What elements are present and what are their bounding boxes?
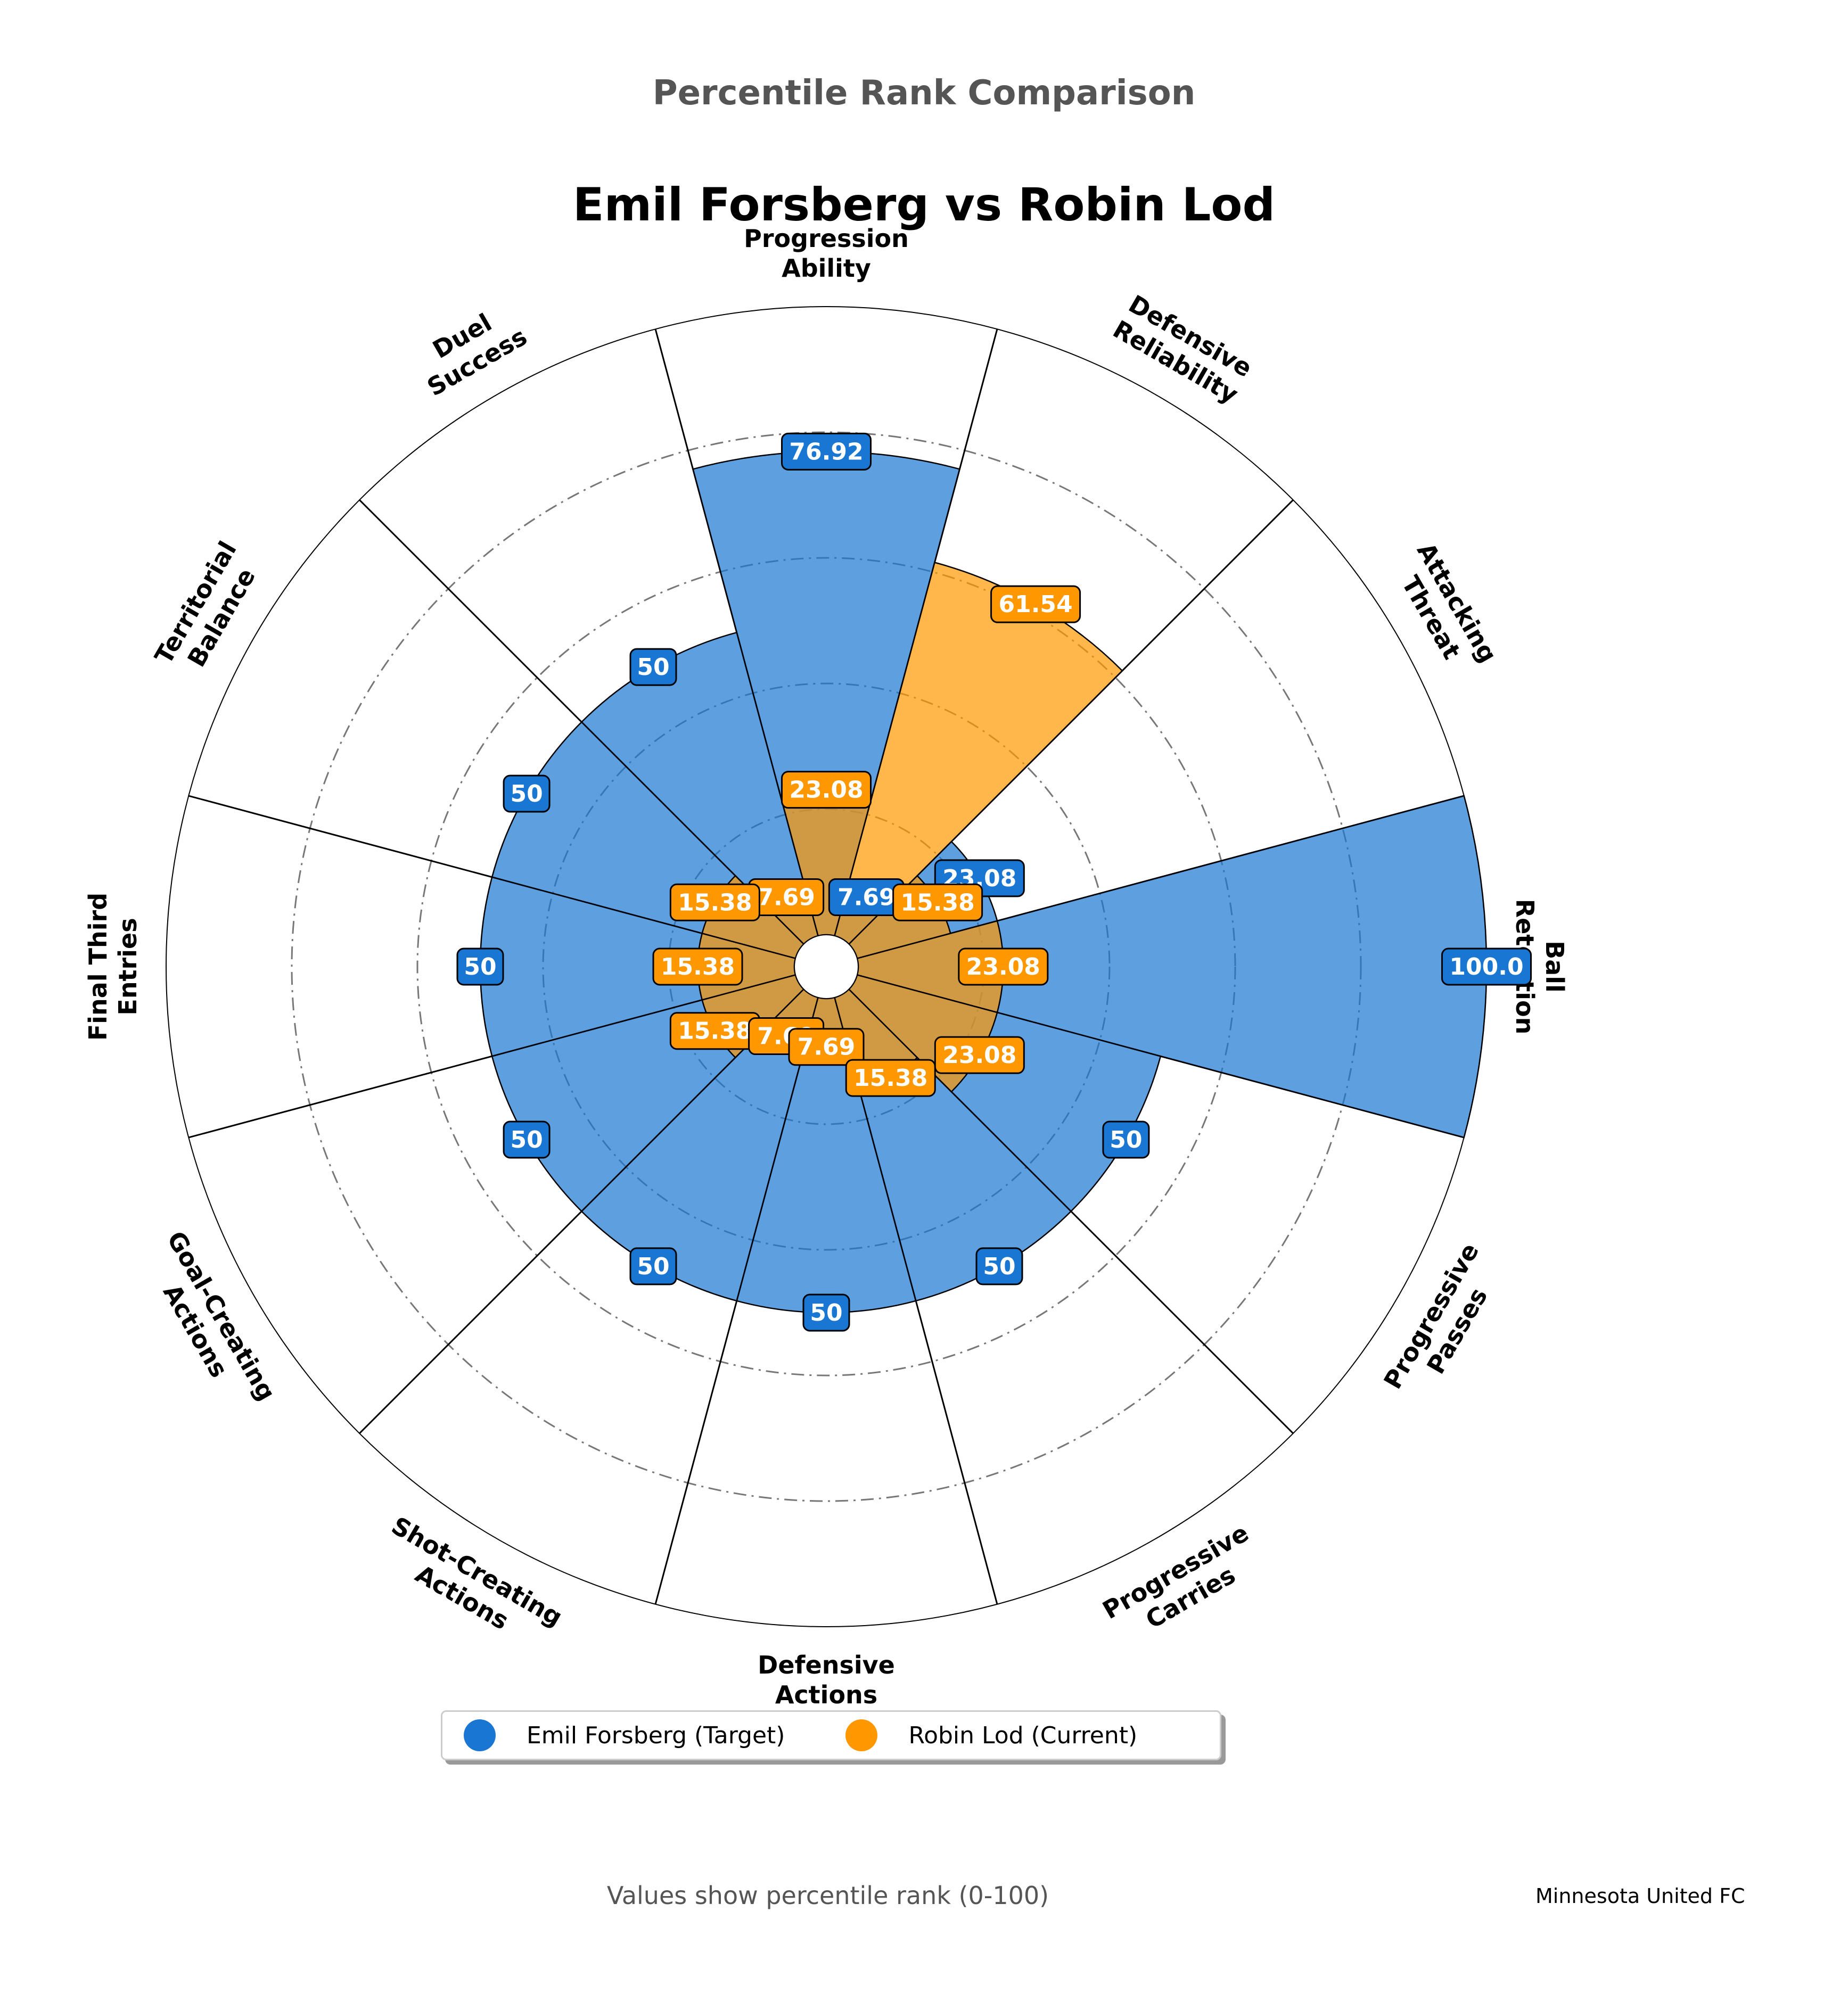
value-label-box: [975, 1247, 1023, 1286]
value-label-box: [629, 648, 677, 686]
category-label-progression-ability: Progression Ability: [744, 224, 909, 283]
chart-title: Emil Forsberg vs Robin Lod: [572, 178, 1276, 232]
legend-item-current: Robin Lod (Current): [845, 1719, 1137, 1751]
target-bar-value-label: 50: [629, 648, 677, 686]
center-circle: [794, 934, 859, 999]
target-bar-value-label: 50: [456, 947, 504, 986]
target-bar-value-label: 50: [802, 1293, 850, 1332]
category-label-attacking-threat: AttackingThreat: [1385, 538, 1502, 682]
target-bar-value-label: 50: [1102, 1120, 1150, 1159]
legend: Emil Forsberg (Target) Robin Lod (Curren…: [441, 1710, 1221, 1760]
footer-team: Minnesota United FC: [1535, 1884, 1745, 1908]
value-label-box: [503, 774, 551, 813]
target-bar-value-label: 50: [503, 1120, 551, 1159]
target-bar-value-label: 100.0: [1441, 947, 1532, 986]
value-label-box: [990, 585, 1081, 623]
value-label-text: 7.69: [837, 884, 896, 911]
current-bar-value-label: 23.08: [958, 947, 1049, 986]
value-label-text: 7.69: [757, 884, 815, 911]
value-label-text: 50: [983, 1253, 1015, 1280]
legend-current-marker: [845, 1719, 878, 1751]
value-label-box: [781, 432, 872, 471]
value-label-text: 23.08: [942, 1042, 1016, 1069]
value-label-box: [503, 1120, 551, 1159]
value-label-box: [456, 947, 504, 986]
category-label-goal-creating-actions: Goal-CreatingActions: [136, 1226, 282, 1421]
current-bar-value-label: 15.38: [669, 883, 760, 921]
target-bar-value-label: 50: [975, 1247, 1023, 1286]
chart-suptitle: Percentile Rank Comparison: [652, 73, 1196, 113]
value-label-text: 76.92: [789, 438, 863, 465]
value-label-text: 15.38: [901, 889, 975, 916]
category-label-final-third-entries: Final ThirdEntries: [84, 893, 142, 1041]
value-label-text: 50: [464, 953, 496, 980]
value-label-box: [781, 771, 872, 809]
value-label-box: [845, 1059, 936, 1097]
value-label-text: 15.38: [678, 1018, 752, 1045]
value-label-text: 100.0: [1449, 953, 1523, 980]
current-bar-value-label: 15.38: [892, 883, 983, 921]
current-bar-value-label: 61.54: [990, 585, 1081, 623]
value-label-text: 61.54: [998, 591, 1072, 618]
value-label-text: 23.08: [789, 777, 863, 804]
category-label-defensive-reliability: DefensiveReliability: [1108, 289, 1258, 409]
value-label-box: [652, 947, 743, 986]
category-label-progressive-carries: ProgressiveCarries: [1098, 1518, 1268, 1651]
category-label-territorial-balance: TerritorialBalance: [149, 536, 268, 683]
value-labels: 100.0 23.08 7.69 76.92 50 50 50 50 50 50 50 50 23.08…: [456, 432, 1532, 1332]
value-label-box: [788, 1028, 865, 1066]
value-label-text: 50: [810, 1299, 842, 1326]
value-label-box: [629, 1247, 677, 1286]
value-label-box: [958, 947, 1049, 986]
legend-item-target: Emil Forsberg (Target): [464, 1719, 785, 1751]
value-label-box: [892, 883, 983, 921]
current-bar-value-label: 15.38: [845, 1059, 936, 1097]
target-bar-value-label: 50: [629, 1247, 677, 1286]
category-label-progressive-passes: ProgressivePasses: [1378, 1238, 1510, 1408]
target-bar-value-label: 50: [503, 774, 551, 813]
current-bar-value-label: 7.69: [748, 878, 825, 916]
current-bar-value-label: 15.38: [652, 947, 743, 986]
value-label-text: 50: [637, 654, 669, 681]
category-label-defensive-actions: Defensive Actions: [758, 1651, 895, 1709]
legend-current-label: Robin Lod (Current): [908, 1721, 1138, 1749]
value-label-box: [1441, 947, 1532, 986]
value-label-text: 50: [637, 1253, 669, 1280]
target-bar-value-label: 7.69: [828, 878, 905, 916]
value-label-text: 7.69: [798, 1034, 856, 1061]
value-label-text: 50: [510, 780, 543, 808]
value-label-text: 15.38: [678, 889, 752, 916]
value-label-text: 50: [510, 1126, 543, 1153]
legend-target-marker: [464, 1719, 496, 1751]
value-label-text: 50: [1110, 1126, 1142, 1153]
target-bar-value-label: 76.92: [781, 432, 872, 471]
value-label-box: [934, 1036, 1025, 1074]
legend-target-label: Emil Forsberg (Target): [527, 1721, 785, 1749]
value-label-box: [802, 1293, 850, 1332]
current-bar-value-label: 23.08: [934, 1036, 1025, 1074]
value-label-text: 15.38: [853, 1065, 927, 1092]
current-bar-value-label: 7.69: [788, 1028, 865, 1066]
footer-note: Values show percentile rank (0-100): [606, 1881, 1049, 1910]
value-label-text: 23.08: [966, 953, 1040, 980]
value-label-text: 15.38: [661, 953, 735, 980]
value-label-box: [669, 883, 760, 921]
center-hole: [794, 934, 859, 999]
value-label-box: [1102, 1120, 1150, 1159]
target-bars: [479, 451, 1488, 1314]
current-bar-value-label: 23.08: [781, 771, 872, 809]
category-label-shot-creating-actions: Shot-CreatingActions: [372, 1511, 567, 1658]
current-bar-value-label: 15.38: [669, 1012, 760, 1050]
